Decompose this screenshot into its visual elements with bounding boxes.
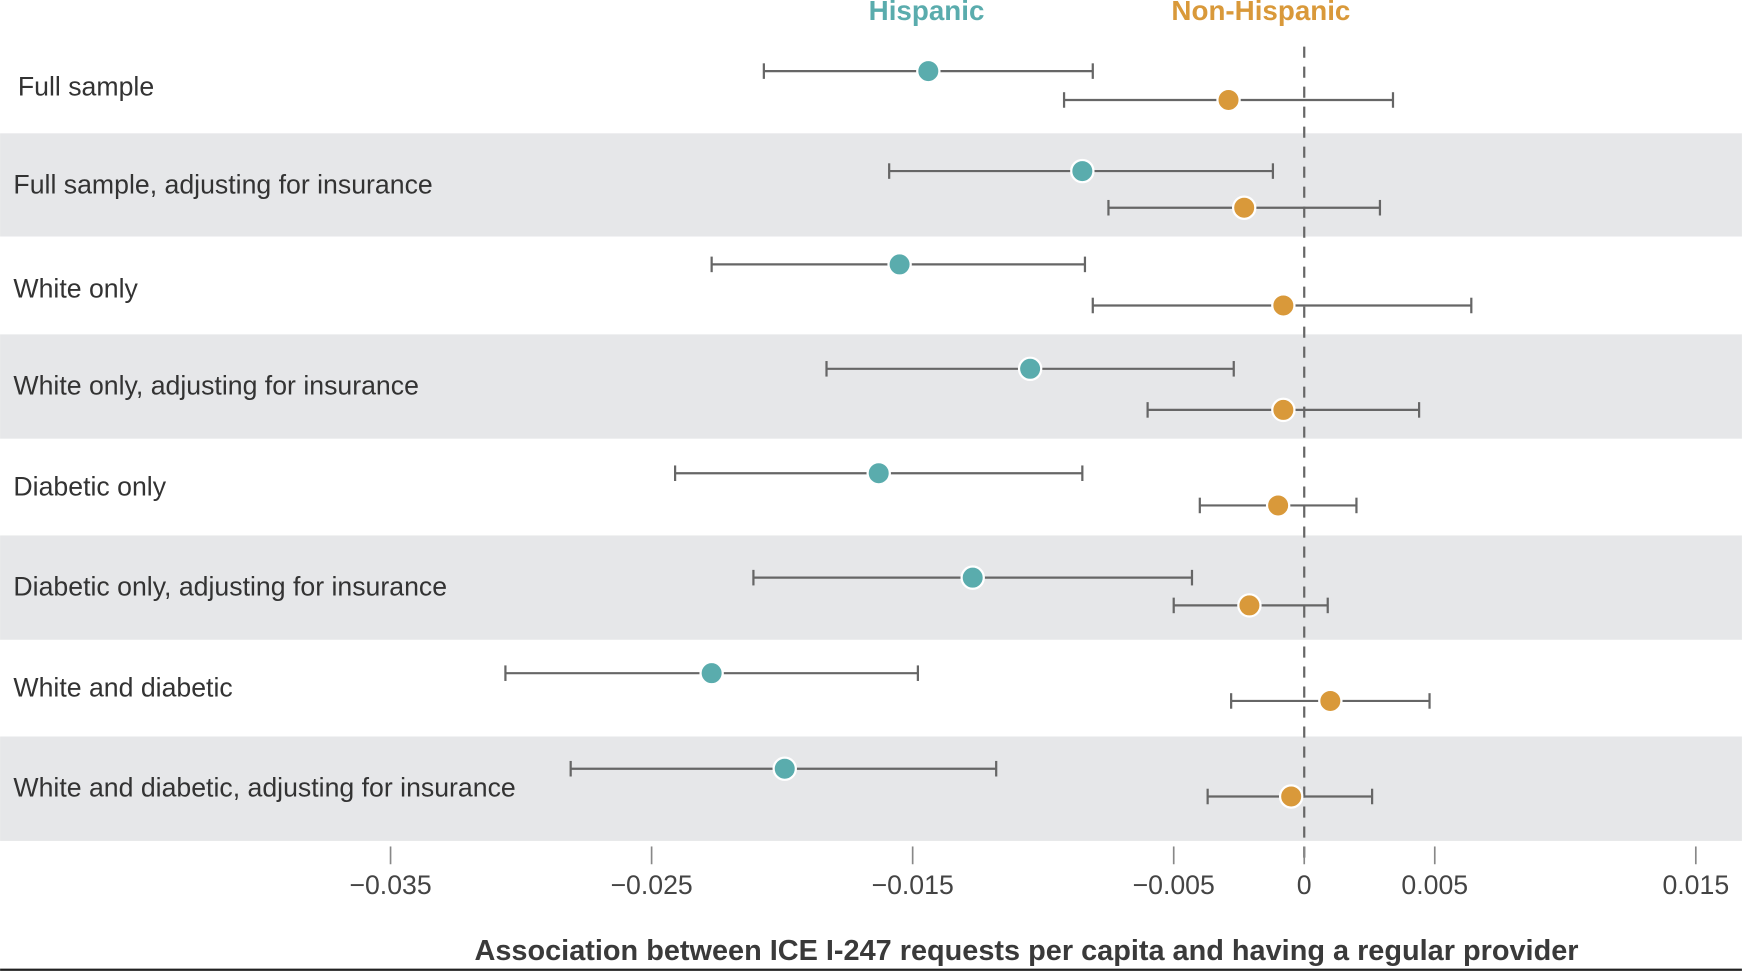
x-tick-label: −0.035 xyxy=(349,870,431,900)
row-label: White and diabetic, adjusting for insura… xyxy=(13,772,515,802)
point-estimate xyxy=(1070,158,1095,184)
row-band xyxy=(0,535,1742,640)
row-band xyxy=(0,334,1742,439)
x-tick-label: 0.015 xyxy=(1662,870,1729,900)
row-label: Full sample xyxy=(18,72,154,102)
row-band xyxy=(0,639,1742,737)
point-estimate xyxy=(916,58,941,84)
row-label: White only, adjusting for insurance xyxy=(13,370,418,400)
point-estimate xyxy=(699,660,724,686)
row-band xyxy=(0,438,1742,536)
legend-hispanic: Hispanic xyxy=(869,0,985,26)
x-axis-title: Association between ICE I-247 requests p… xyxy=(475,935,1579,967)
row-band xyxy=(0,236,1742,335)
row-band xyxy=(0,133,1742,237)
point-estimate xyxy=(1216,87,1241,113)
point-estimate xyxy=(887,252,912,277)
row-label: Diabetic only, adjusting for insurance xyxy=(13,571,447,601)
x-tick-label: −0.015 xyxy=(872,870,954,900)
point-estimate xyxy=(1265,493,1291,518)
x-tick-label: 0.005 xyxy=(1401,870,1468,900)
point-estimate xyxy=(1231,195,1257,220)
x-tick-label: −0.005 xyxy=(1133,870,1215,900)
x-tick-label: 0 xyxy=(1297,870,1312,900)
row-label: Diabetic only xyxy=(13,471,166,501)
point-estimate xyxy=(1278,784,1304,809)
row-band xyxy=(0,0,1742,134)
point-estimate xyxy=(1237,593,1262,618)
row-label: White and diabetic xyxy=(13,673,232,703)
row-label: Full sample, adjusting for insurance xyxy=(13,169,432,199)
legend-non-hispanic: Non-Hispanic xyxy=(1171,0,1350,26)
row-band xyxy=(0,736,1742,841)
x-tick-label: −0.025 xyxy=(610,870,692,900)
row-label: White only xyxy=(13,274,138,304)
point-estimate xyxy=(1318,688,1343,714)
point-estimate xyxy=(1271,293,1296,318)
point-estimate xyxy=(866,461,891,486)
point-estimate xyxy=(1271,397,1296,423)
point-estimate xyxy=(960,565,985,590)
point-estimate xyxy=(772,756,797,781)
point-estimate xyxy=(1017,356,1043,382)
